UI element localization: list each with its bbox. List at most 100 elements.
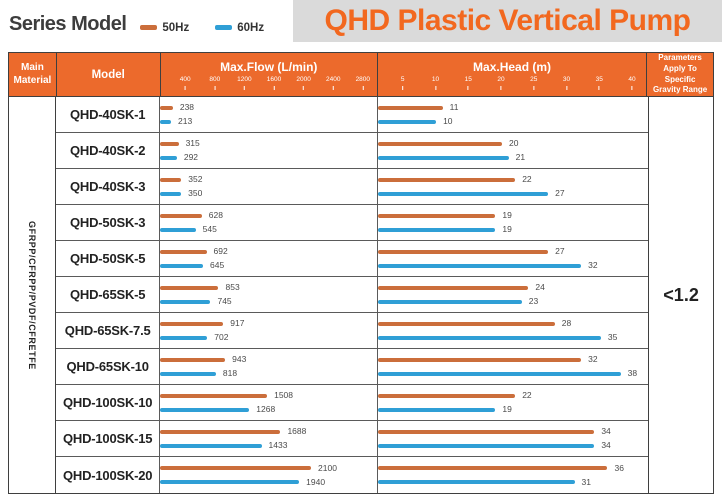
- head-50hz-group: 24: [378, 281, 648, 295]
- flow-60hz-group: 545: [160, 223, 377, 237]
- table-body: GFRPP/CFRPP/PVDF/CFRETFE QHD-40SK-1 238 …: [9, 97, 713, 493]
- head-axis-ticks: 5 10 15 20 25 30 35 40: [378, 76, 646, 95]
- table-row: QHD-100SK-15 1688 1433 34 34: [56, 421, 649, 457]
- flow-bar-60hz: [160, 191, 182, 196]
- model-cell: QHD-50SK-5: [56, 241, 161, 276]
- table-row: QHD-65SK-10 943 818 32 38: [56, 349, 649, 385]
- model-cell: QHD-65SK-10: [56, 349, 161, 384]
- flow-60hz-group: 702: [160, 331, 377, 345]
- legend-60hz-label: 60Hz: [237, 21, 265, 34]
- material-merged-cell: GFRPP/CFRPP/PVDF/CFRETFE: [9, 97, 57, 493]
- axis-tick: 2400: [326, 76, 340, 90]
- flow-50hz-group: 917: [160, 317, 377, 331]
- gravity-value: <1.2: [663, 284, 699, 305]
- legend: 50Hz 60Hz: [140, 22, 290, 34]
- head-value-60hz: 21: [515, 152, 526, 163]
- flow-bar-60hz: [160, 155, 177, 160]
- head-value-60hz: 23: [528, 296, 539, 307]
- flow-cell: 352 350: [160, 169, 379, 204]
- table-row: QHD-65SK-7.5 917 702 28 35: [56, 313, 649, 349]
- head-60hz-group: 34: [378, 439, 648, 453]
- flow-value-50hz: 315: [185, 138, 200, 149]
- legend-60hz-swatch-icon: [215, 25, 233, 30]
- flow-cell: 917 702: [160, 313, 379, 348]
- flow-bar-50hz: [160, 393, 268, 398]
- head-bar-60hz: [378, 227, 496, 232]
- model-cell: QHD-100SK-15: [56, 421, 161, 456]
- header-parameters: Parameters Apply To Specific Gravity Ran…: [652, 52, 708, 95]
- material-label: GFRPP/CFRPP/PVDF/CFRETFE: [27, 220, 38, 370]
- head-bar-60hz: [378, 443, 595, 448]
- header-model: Model: [57, 53, 161, 96]
- model-label: QHD-100SK-10: [62, 395, 153, 410]
- model-label: QHD-50SK-3: [70, 215, 146, 230]
- flow-value-60hz: 545: [202, 224, 217, 235]
- flow-60hz-group: 645: [160, 259, 377, 273]
- top-bar: Series Model 50Hz 60Hz QHD Plastic Verti…: [0, 0, 722, 46]
- axis-tick: 2800: [356, 76, 370, 90]
- head-bar-50hz: [378, 321, 555, 326]
- flow-bar-50hz: [160, 177, 182, 182]
- model-label: QHD-40SK-2: [70, 143, 146, 158]
- flow-value-60hz: 818: [222, 368, 238, 379]
- head-50hz-group: 28: [378, 317, 648, 331]
- head-value-50hz: 27: [555, 246, 565, 257]
- head-value-60hz: 31: [581, 476, 591, 487]
- flow-50hz-group: 1508: [160, 389, 377, 403]
- table-row: QHD-65SK-5 853 745 24 23: [56, 277, 649, 313]
- axis-tick: 15: [465, 76, 472, 90]
- flow-bar-50hz: [160, 249, 207, 254]
- axis-tick: 25: [530, 76, 537, 90]
- head-bar-50hz: [378, 105, 443, 110]
- flow-cell: 1688 1433: [160, 421, 379, 456]
- head-bar-60hz: [378, 480, 575, 484]
- head-value-60hz: 32: [588, 260, 598, 271]
- table-row: QHD-50SK-5 692 645 27 32: [56, 241, 649, 277]
- head-cell: 11 10: [378, 97, 648, 132]
- flow-value-50hz: 1508: [274, 390, 294, 401]
- table-row: QHD-40SK-2 315 292 20 21: [56, 133, 649, 169]
- model-label: QHD-50SK-5: [70, 251, 146, 266]
- head-50hz-group: 27: [378, 245, 648, 259]
- head-bar-60hz: [378, 335, 601, 340]
- header-max-head: Max.Head (m) 5 10 15 20 25 30 35 40: [378, 53, 648, 96]
- head-50hz-group: 22: [378, 173, 648, 187]
- title-banner: QHD Plastic Vertical Pump: [293, 0, 722, 42]
- flow-60hz-group: 292: [160, 151, 377, 165]
- head-value-60hz: 19: [502, 404, 512, 415]
- flow-axis-ticks: 400 800 1200 1600 2000 2400 2800: [161, 76, 377, 95]
- model-cell: QHD-65SK-7.5: [56, 313, 161, 348]
- model-cell: QHD-100SK-10: [56, 385, 161, 420]
- flow-cell: 628 545: [160, 205, 379, 240]
- head-60hz-group: 35: [378, 331, 648, 345]
- axis-tick: 30: [563, 76, 570, 90]
- model-cell: QHD-40SK-1: [56, 97, 161, 132]
- flow-50hz-group: 853: [160, 281, 377, 295]
- head-bar-50hz: [378, 466, 608, 470]
- flow-50hz-group: 1688: [160, 425, 377, 439]
- flow-50hz-group: 238: [160, 101, 377, 115]
- axis-tick: 400: [180, 76, 191, 90]
- head-bar-50hz: [378, 213, 496, 218]
- head-bar-60hz: [378, 155, 509, 160]
- head-cell: 28 35: [378, 313, 648, 348]
- head-50hz-group: 22: [378, 389, 648, 403]
- flow-axis-title: Max.Flow (L/min): [220, 60, 318, 74]
- model-label: QHD-100SK-15: [62, 431, 153, 446]
- flow-bar-60hz: [160, 119, 171, 124]
- flow-bar-50hz: [160, 213, 202, 218]
- axis-tick: 1200: [237, 76, 251, 90]
- head-cell: 36 31: [378, 457, 648, 493]
- head-value-50hz: 36: [614, 462, 624, 473]
- flow-60hz-group: 1433: [160, 439, 377, 453]
- head-bar-50hz: [378, 357, 582, 362]
- flow-cell: 238 213: [160, 97, 379, 132]
- head-value-50hz: 32: [588, 354, 598, 365]
- head-cell: 19 19: [378, 205, 648, 240]
- axis-tick: 40: [628, 76, 635, 90]
- model-cell: QHD-50SK-3: [56, 205, 161, 240]
- flow-value-50hz: 692: [213, 246, 228, 257]
- head-value-50hz: 22: [522, 174, 532, 185]
- legend-item-50hz: 50Hz: [140, 22, 189, 34]
- model-label: QHD-65SK-10: [66, 359, 149, 374]
